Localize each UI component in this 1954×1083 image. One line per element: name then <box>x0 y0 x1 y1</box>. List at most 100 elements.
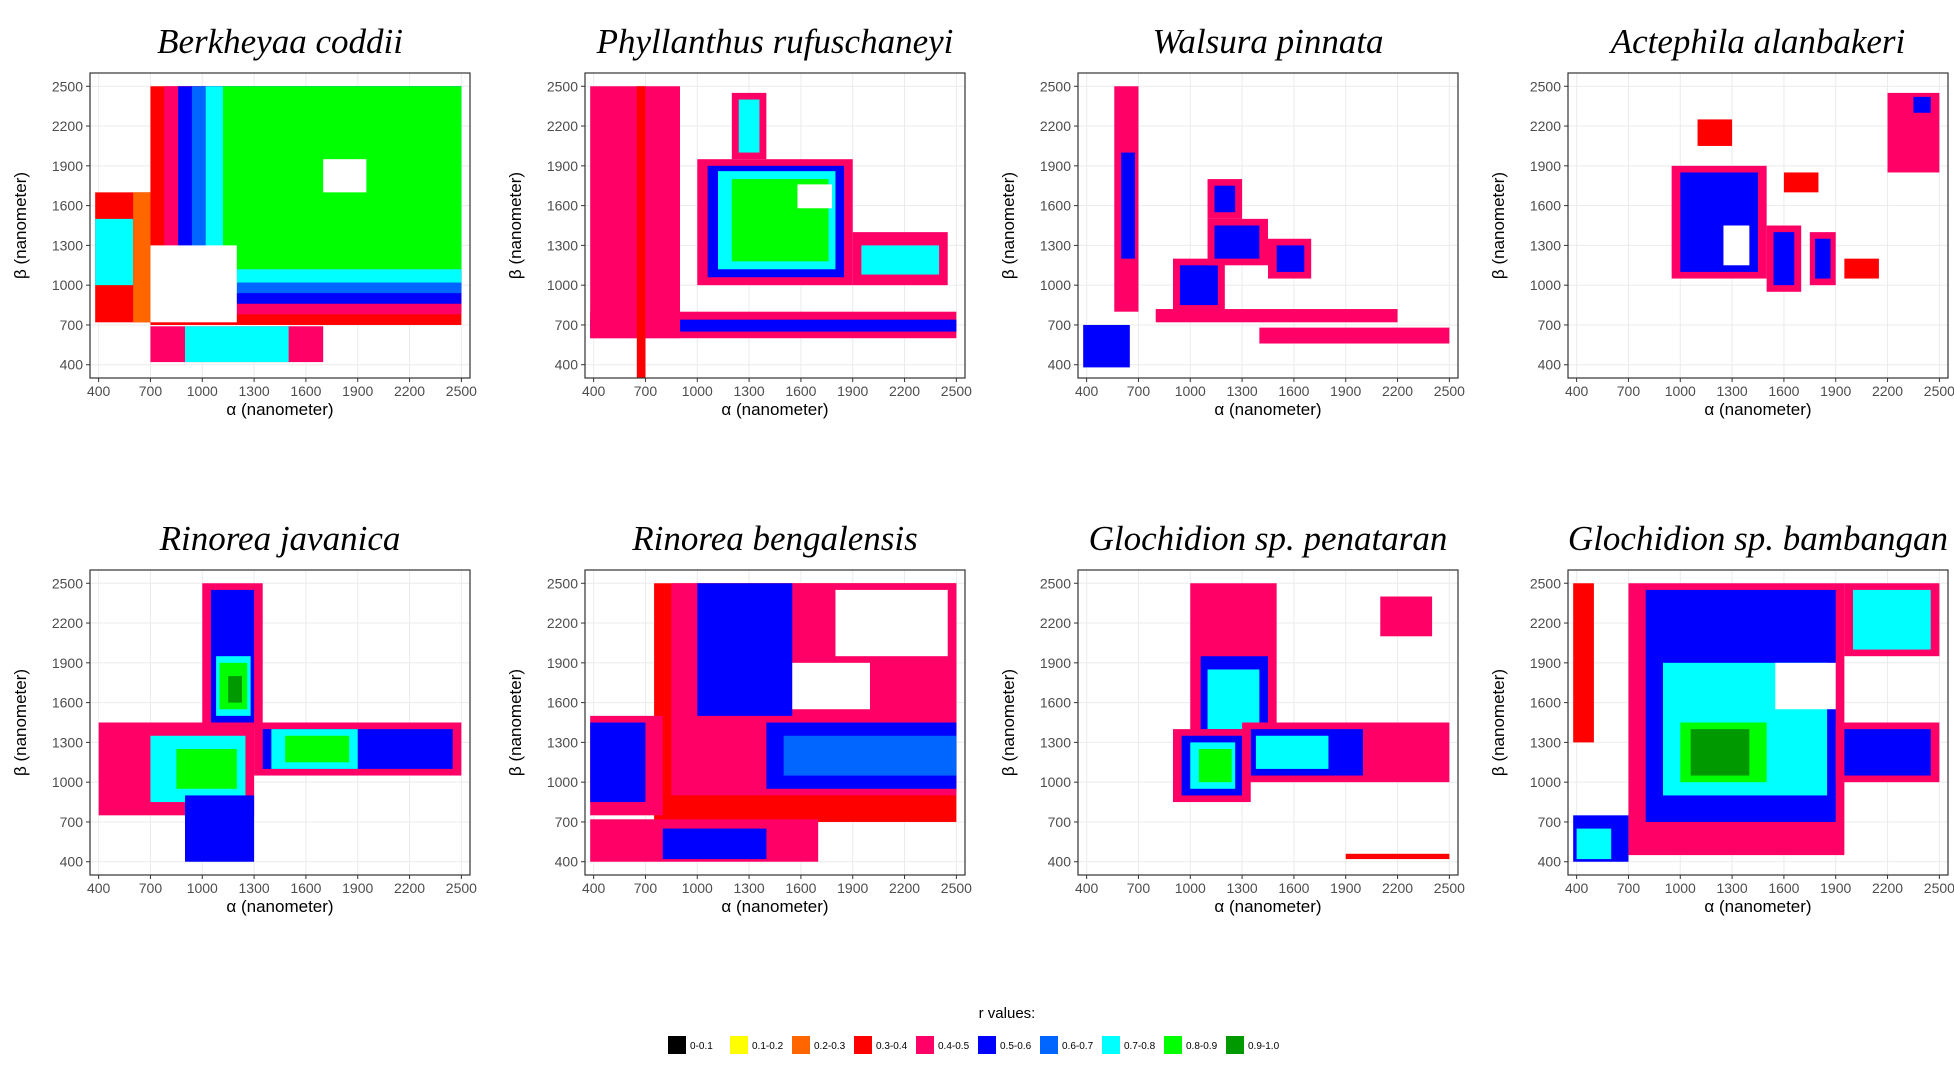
panel-title: Actephila alanbakeri <box>1609 22 1906 61</box>
contour-region <box>133 192 151 323</box>
x-tick-label: 2200 <box>394 383 425 399</box>
contour-region <box>1345 853 1450 860</box>
legend-label: 0.7-0.8 <box>1124 1041 1156 1052</box>
panel: Rinorea bengalensis 400 700 1000 1300 1600 190… <box>506 519 972 916</box>
legend-label: 0.3-0.4 <box>876 1041 908 1052</box>
y-tick-label: 1000 <box>547 774 578 790</box>
plot-border <box>1567 569 1949 876</box>
legend-title: r values: <box>979 1005 1036 1022</box>
contour-region <box>1573 583 1594 743</box>
y-tick-label: 400 <box>60 357 84 373</box>
y-tick-label: 1900 <box>547 158 578 174</box>
x-axis-label: α (nanometer) <box>721 400 828 419</box>
x-tick-label: 1600 <box>1768 880 1799 896</box>
y-tick-label: 2500 <box>52 575 83 591</box>
x-axis-label: α (nanometer) <box>1214 400 1321 419</box>
contour-regions <box>95 86 462 363</box>
plot-border <box>1077 569 1459 876</box>
y-tick-label: 400 <box>1538 854 1562 870</box>
y-tick-label: 2200 <box>52 118 83 134</box>
x-tick-label: 2200 <box>1382 383 1413 399</box>
y-tick-label: 2200 <box>52 615 83 631</box>
x-tick-label: 700 <box>1617 383 1641 399</box>
contour-regions <box>590 583 957 862</box>
y-tick-label: 700 <box>60 814 84 830</box>
x-tick-label: 1900 <box>1330 383 1361 399</box>
contour-region <box>590 86 680 339</box>
contour-regions <box>590 86 957 378</box>
contour-region <box>1214 185 1236 213</box>
x-tick-label: 1900 <box>342 880 373 896</box>
contour-region <box>1121 152 1135 259</box>
y-tick-label: 1900 <box>1040 158 1071 174</box>
plot-border <box>584 569 966 876</box>
x-tick-label: 1600 <box>290 383 321 399</box>
x-tick-label: 2500 <box>941 880 972 896</box>
contour-region <box>323 159 367 193</box>
y-axis-label: β (nanometer) <box>11 669 30 776</box>
y-tick-label: 400 <box>555 357 579 373</box>
legend-label: 0.4-0.5 <box>938 1041 970 1052</box>
x-tick-label: 400 <box>1565 383 1589 399</box>
contour-region <box>285 735 350 763</box>
x-tick-label: 1600 <box>1278 383 1309 399</box>
contour-region <box>1083 324 1130 368</box>
y-tick-label: 400 <box>1538 357 1562 373</box>
panel: Phyllanthus rufuschaneyi 400 700 1000 1300 16… <box>506 22 972 419</box>
x-tick-label: 700 <box>1127 880 1151 896</box>
x-tick-label: 1900 <box>1820 383 1851 399</box>
y-tick-label: 1600 <box>547 695 578 711</box>
contour-regions <box>1573 583 1940 862</box>
legend-swatch <box>1226 1036 1244 1054</box>
plot-border <box>89 72 471 379</box>
legend-swatch <box>854 1036 872 1054</box>
panels: Berkheyaa coddii 400 700 1000 1300 1600 1900 22… <box>11 22 1954 916</box>
contour-region <box>1775 662 1836 710</box>
contour-region <box>783 735 957 776</box>
y-tick-label: 2200 <box>547 118 578 134</box>
contour-region <box>636 86 646 378</box>
x-tick-label: 400 <box>582 383 606 399</box>
x-tick-label: 700 <box>1617 880 1641 896</box>
y-tick-label: 1900 <box>1530 655 1561 671</box>
y-tick-label: 400 <box>1048 357 1072 373</box>
y-tick-label: 1600 <box>547 198 578 214</box>
x-tick-label: 1900 <box>837 383 868 399</box>
x-tick-label: 1000 <box>1175 383 1206 399</box>
panel-title: Rinorea javanica <box>159 519 401 558</box>
x-tick-label: 2200 <box>1382 880 1413 896</box>
panel: Actephila alanbakeri 400 700 1000 1300 1600 19… <box>1489 22 1954 419</box>
contour-region <box>1815 238 1831 279</box>
x-tick-label: 1300 <box>1227 880 1258 896</box>
legend-swatch <box>978 1036 996 1054</box>
contour-region <box>1207 669 1260 730</box>
y-axis-label: β (nanometer) <box>506 172 525 279</box>
contour-region <box>1773 232 1795 286</box>
y-tick-label: 700 <box>1048 814 1072 830</box>
contour-region <box>1783 172 1819 193</box>
y-axis-label: β (nanometer) <box>999 172 1018 279</box>
y-tick-label: 1000 <box>52 277 83 293</box>
y-tick-label: 1000 <box>52 774 83 790</box>
x-axis-label: α (nanometer) <box>1704 897 1811 916</box>
x-tick-label: 2500 <box>1434 383 1465 399</box>
contour-region <box>228 676 242 703</box>
y-axis-label: β (nanometer) <box>506 669 525 776</box>
plot-border <box>584 72 966 379</box>
y-tick-label: 700 <box>60 317 84 333</box>
x-tick-label: 1900 <box>342 383 373 399</box>
x-tick-label: 400 <box>1075 383 1099 399</box>
panel: Rinorea javanica 400 700 1000 1300 1600 1900 22… <box>11 519 477 916</box>
plot-border <box>1077 72 1459 379</box>
contour-regions <box>1083 86 1450 368</box>
y-tick-label: 1300 <box>1040 237 1071 253</box>
contour-region <box>835 589 948 657</box>
x-axis-label: α (nanometer) <box>226 897 333 916</box>
contour-regions <box>1671 92 1940 292</box>
x-tick-label: 1900 <box>1330 880 1361 896</box>
contour-region <box>1179 265 1218 306</box>
x-tick-label: 400 <box>87 383 111 399</box>
contour-region <box>1853 589 1931 650</box>
contour-region <box>738 99 760 153</box>
y-tick-label: 1600 <box>1040 198 1071 214</box>
